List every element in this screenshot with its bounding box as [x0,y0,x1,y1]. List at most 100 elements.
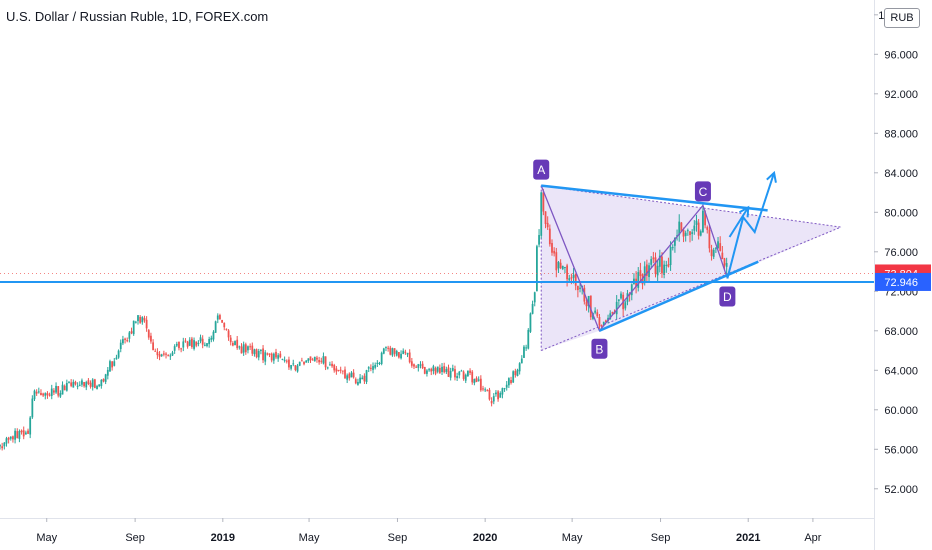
candle-down [74,381,77,385]
currency-unit-badge[interactable]: RUB [884,8,920,28]
candle-up [18,430,21,439]
candle-up [602,321,605,326]
price-tick-label: 52.000 [884,484,918,496]
candle-up [391,348,394,356]
candle-down [20,430,23,433]
candle-down [434,368,437,374]
candle-up [171,352,174,356]
candle-down [150,335,152,342]
candle-down [389,347,392,355]
candle-down [589,295,592,318]
candle-up [29,417,32,435]
candle-down [559,262,562,269]
candle-up [113,361,116,366]
time-tick-label: Sep [125,532,145,544]
point-badge-b[interactable] [591,338,608,359]
candle-down [83,382,85,387]
level-price-tag[interactable] [875,272,931,291]
point-badge-c[interactable] [694,181,711,202]
candle-up [33,390,36,400]
candle-down [719,243,722,251]
time-tick-label: 2019 [211,532,235,544]
candle-down [154,350,157,352]
time-tick-label: May [299,532,320,544]
candle-down [344,369,346,379]
candle-up [702,210,704,233]
upper-trendline[interactable] [541,184,768,212]
candle-down [309,356,312,361]
candle-down [162,353,165,355]
candle-up [406,353,409,355]
candle-up [292,363,295,365]
candle-down [93,379,96,388]
candle-down [231,342,234,346]
candle-series [0,189,728,451]
lower-trendline[interactable] [598,260,759,332]
candle-down [393,348,396,354]
candle-down [139,316,142,323]
candle-up [512,371,515,383]
candle-down [598,317,601,326]
candle-up [346,375,349,380]
candle-up [385,347,387,349]
candle-down [70,382,73,386]
candle-down [262,348,264,361]
candle-up [134,321,137,323]
candle-up [37,391,40,393]
point-label-a: A [537,163,545,177]
candle-down [689,231,691,236]
candle-down [680,222,683,231]
candle-up [594,310,597,313]
candle-down [12,436,14,440]
candle-down [335,368,338,372]
point-badge-d[interactable] [719,286,736,307]
point-label-d: D [723,290,732,304]
candle-up [199,337,202,342]
candle-up [374,364,377,368]
candle-down [219,315,221,320]
candle-up [44,393,47,396]
candle-down [186,341,189,347]
candle-up [527,329,530,349]
candle-down [479,378,482,391]
candle-down [551,243,553,253]
candle-down [111,361,114,368]
candle-up [419,364,422,366]
candle-up [238,346,241,348]
candle-up [322,356,325,364]
candle-down [555,252,558,271]
candle-down [275,351,277,358]
candle-down [348,373,351,379]
candle-up [175,343,178,346]
candle-down [165,353,167,355]
candle-down [654,257,657,274]
candle-up [76,385,79,387]
candle-up [540,192,543,236]
point-badge-a[interactable] [533,159,550,180]
triangle-pattern-area [541,185,841,351]
candle-up [132,320,135,335]
candle-down [596,312,599,317]
candle-down [333,364,336,371]
candle-up [141,317,144,323]
candle-down [270,353,273,361]
candle-up [216,315,219,320]
candle-up [432,366,435,372]
candle-down [266,353,269,355]
price-tick-label: 88.000 [884,128,918,140]
candle-up [587,295,590,307]
candle-up [445,369,448,372]
candle-down [585,302,588,307]
candle-down [251,345,254,354]
candle-down [89,382,92,387]
candle-down [178,341,180,349]
candle-up [128,332,131,339]
candle-up [536,246,538,292]
candle-up [695,220,698,225]
candle-down [514,370,517,376]
candle-down [723,258,726,266]
candle-up [137,315,139,322]
candle-up [568,278,571,281]
chart-title: U.S. Dollar / Russian Ruble, 1D, FOREX.c… [6,9,269,24]
